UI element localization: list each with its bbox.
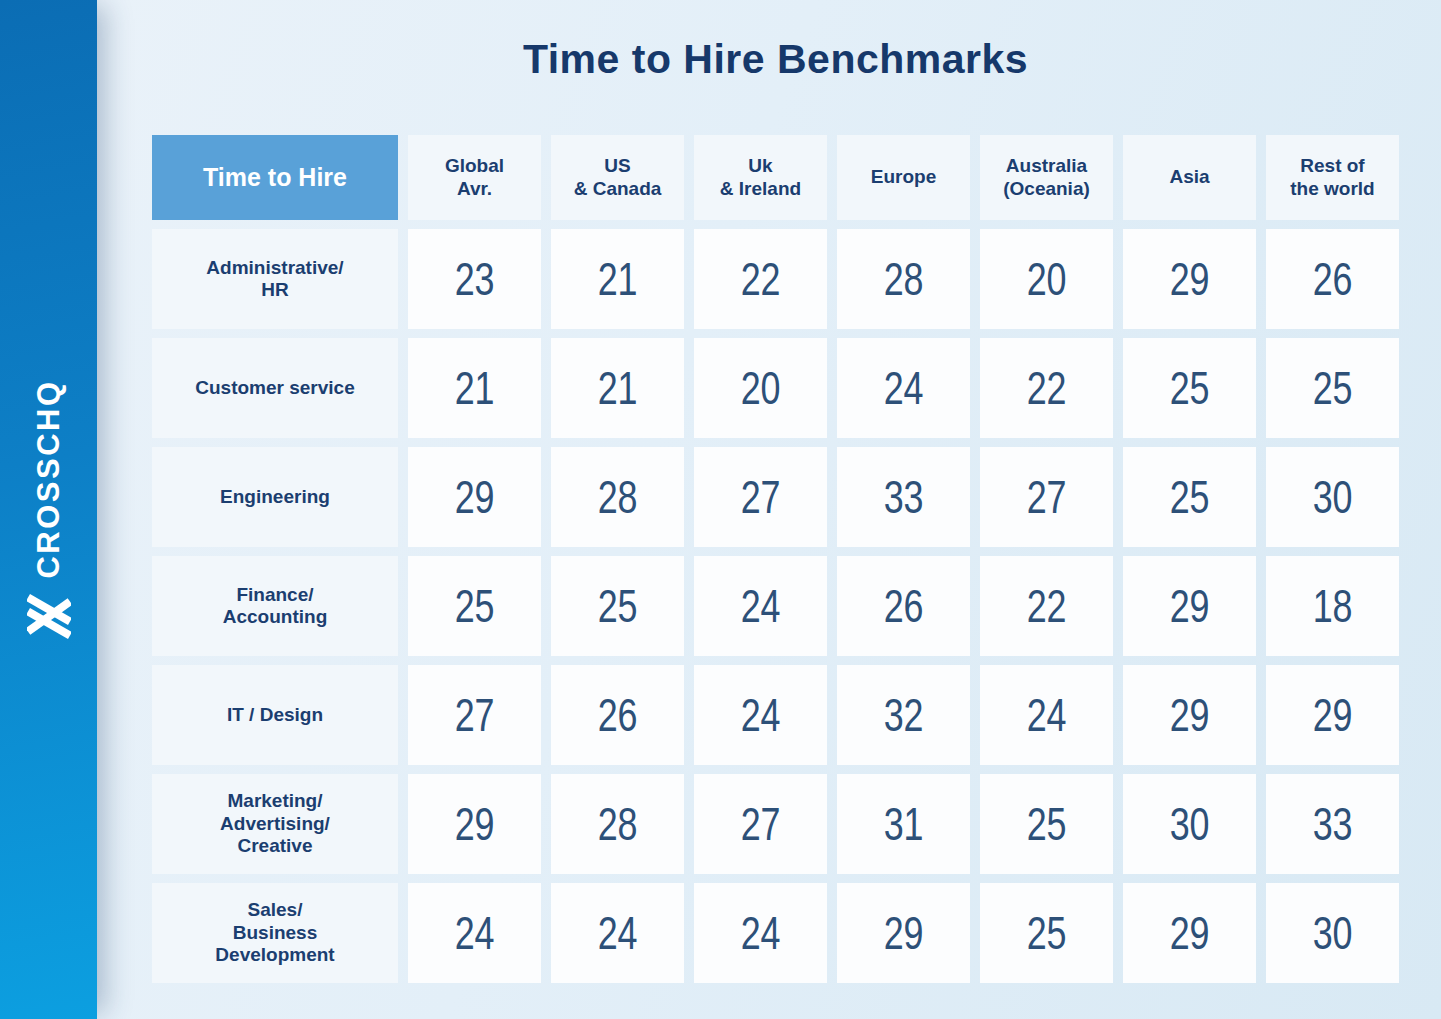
value-cell: 26 (551, 665, 684, 765)
value-cell: 33 (1266, 774, 1399, 874)
value-cell: 24 (694, 883, 827, 983)
value-cell: 30 (1266, 883, 1399, 983)
value-cell: 25 (980, 774, 1113, 874)
value-cell: 24 (551, 883, 684, 983)
value-cell: 20 (980, 229, 1113, 329)
row-header-it-design: IT / Design (152, 665, 398, 765)
value-cell: 27 (694, 447, 827, 547)
value-cell: 28 (837, 229, 970, 329)
value-cell: 29 (1123, 883, 1256, 983)
value-cell: 25 (1123, 338, 1256, 438)
value-cell: 24 (694, 665, 827, 765)
value-cell: 29 (1123, 556, 1256, 656)
value-cell: 27 (694, 774, 827, 874)
value-cell: 25 (1266, 338, 1399, 438)
value-cell: 29 (1123, 665, 1256, 765)
col-header-uk-ireland: Uk & Ireland (694, 135, 827, 220)
value-cell: 29 (837, 883, 970, 983)
value-cell: 24 (837, 338, 970, 438)
page-title: Time to Hire Benchmarks (152, 36, 1399, 83)
value-cell: 28 (551, 774, 684, 874)
value-cell: 21 (408, 338, 541, 438)
col-header-australia: Australia (Oceania) (980, 135, 1113, 220)
infographic-canvas: CROSSCHQ Time to Hire Benchmarks Time to… (0, 0, 1441, 1019)
col-header-europe: Europe (837, 135, 970, 220)
value-cell: 23 (408, 229, 541, 329)
crosschq-x-icon (27, 592, 71, 640)
value-cell: 30 (1266, 447, 1399, 547)
row-header-marketing-advertising-creative: Marketing/ Advertising/ Creative (152, 774, 398, 874)
col-header-global-avr: Global Avr. (408, 135, 541, 220)
value-cell: 28 (551, 447, 684, 547)
value-cell: 27 (980, 447, 1113, 547)
row-header-administrative-hr: Administrative/ HR (152, 229, 398, 329)
value-cell: 33 (837, 447, 970, 547)
value-cell: 21 (551, 229, 684, 329)
value-cell: 24 (980, 665, 1113, 765)
row-header-engineering: Engineering (152, 447, 398, 547)
logo-wordmark: CROSSCHQ (31, 379, 67, 578)
value-cell: 20 (694, 338, 827, 438)
value-cell: 21 (551, 338, 684, 438)
col-header-us-canada: US & Canada (551, 135, 684, 220)
value-cell: 29 (1123, 229, 1256, 329)
value-cell: 29 (408, 447, 541, 547)
value-cell: 30 (1123, 774, 1256, 874)
value-cell: 31 (837, 774, 970, 874)
row-header-customer-service: Customer service (152, 338, 398, 438)
value-cell: 27 (408, 665, 541, 765)
value-cell: 25 (980, 883, 1113, 983)
row-header-finance-accounting: Finance/ Accounting (152, 556, 398, 656)
table-corner-header: Time to Hire (152, 135, 398, 220)
benchmark-table: Time to Hire Global Avr. US & Canada Uk … (152, 135, 1399, 983)
brand-sidebar: CROSSCHQ (0, 0, 97, 1019)
crosschq-logo: CROSSCHQ (27, 379, 71, 640)
row-header-sales-business-development: Sales/ Business Development (152, 883, 398, 983)
value-cell: 22 (694, 229, 827, 329)
value-cell: 25 (551, 556, 684, 656)
value-cell: 26 (837, 556, 970, 656)
value-cell: 29 (1266, 665, 1399, 765)
value-cell: 25 (1123, 447, 1256, 547)
value-cell: 24 (408, 883, 541, 983)
col-header-asia: Asia (1123, 135, 1256, 220)
value-cell: 32 (837, 665, 970, 765)
value-cell: 25 (408, 556, 541, 656)
value-cell: 18 (1266, 556, 1399, 656)
col-header-rest-of-world: Rest of the world (1266, 135, 1399, 220)
value-cell: 24 (694, 556, 827, 656)
value-cell: 29 (408, 774, 541, 874)
value-cell: 22 (980, 338, 1113, 438)
value-cell: 22 (980, 556, 1113, 656)
content-panel: Time to Hire Benchmarks Time to Hire Glo… (97, 0, 1441, 1019)
value-cell: 26 (1266, 229, 1399, 329)
